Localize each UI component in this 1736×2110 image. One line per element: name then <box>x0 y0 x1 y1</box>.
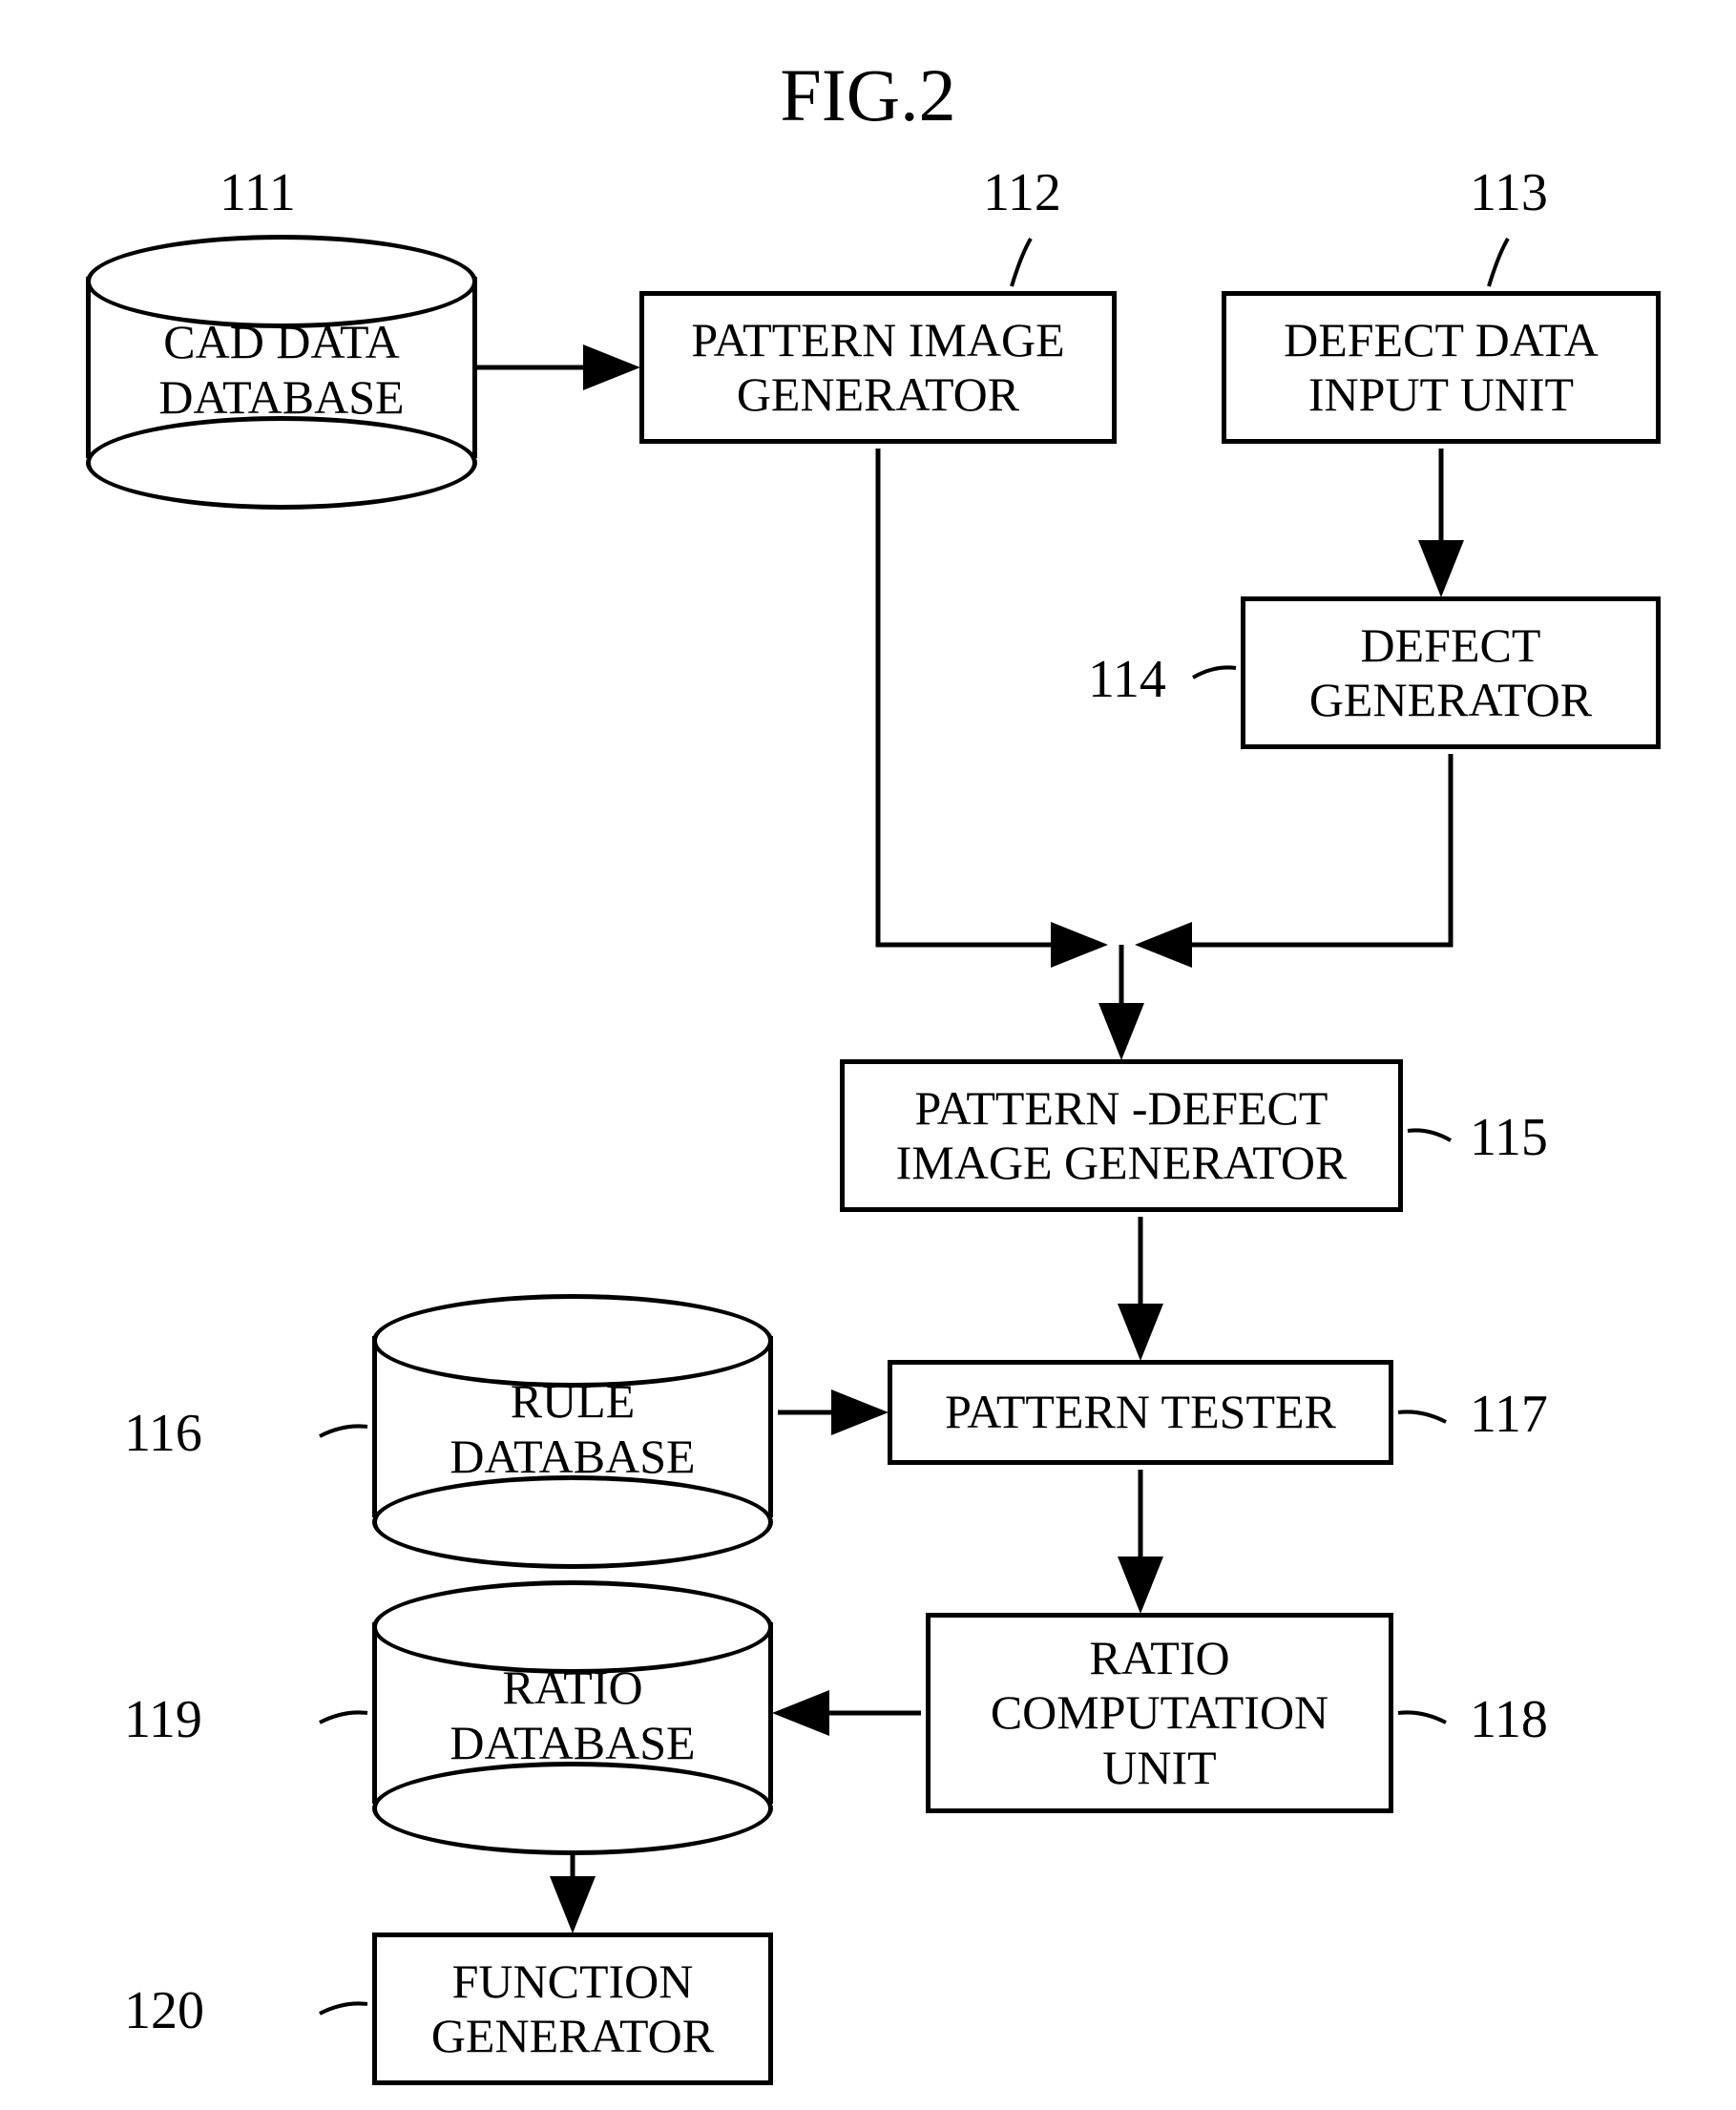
edge-e114_merge <box>1140 754 1451 945</box>
node-n115: PATTERN -DEFECT IMAGE GENERATOR <box>840 1059 1403 1212</box>
node-n116: RULE DATABASE <box>372 1294 773 1559</box>
node-n112: PATTERN IMAGE GENERATOR <box>639 291 1117 444</box>
ref-n115: 115 <box>1470 1107 1548 1168</box>
ref-n116: 116 <box>124 1403 202 1464</box>
node-n117: PATTERN TESTER <box>888 1360 1393 1465</box>
node-n114: DEFECT GENERATOR <box>1241 596 1661 749</box>
node-n120: FUNCTION GENERATOR <box>372 1932 773 2085</box>
node-n119: RATIO DATABASE <box>372 1580 773 1846</box>
figure-title: FIG.2 <box>0 52 1736 138</box>
ref-n119: 119 <box>124 1689 202 1750</box>
edge-e112_merge <box>878 449 1102 945</box>
ref-n113: 113 <box>1470 162 1548 223</box>
ref-n112: 112 <box>983 162 1061 223</box>
ref-n114: 114 <box>1088 649 1166 710</box>
node-n111: CAD DATA DATABASE <box>86 235 477 500</box>
ref-n117: 117 <box>1470 1384 1548 1445</box>
node-n113: DEFECT DATA INPUT UNIT <box>1222 291 1661 444</box>
ref-n111: 111 <box>220 162 296 223</box>
ref-n120: 120 <box>124 1980 204 2041</box>
ref-n118: 118 <box>1470 1689 1548 1750</box>
node-n118: RATIO COMPUTATION UNIT <box>926 1613 1393 1813</box>
diagram-canvas: FIG.2 CAD DATA DATABASE 111 PATTERN IMAGE … <box>0 0 1736 2110</box>
